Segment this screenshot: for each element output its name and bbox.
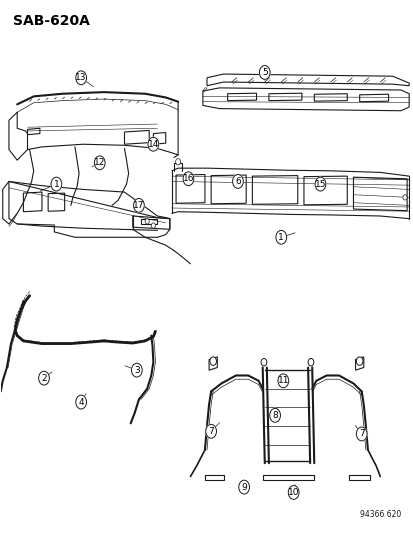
Text: 5: 5: [261, 68, 267, 77]
Circle shape: [402, 195, 406, 200]
Text: 1: 1: [53, 180, 59, 189]
Text: 12: 12: [94, 158, 105, 167]
Text: 7: 7: [358, 430, 364, 439]
Circle shape: [147, 138, 158, 151]
Text: 9: 9: [241, 482, 247, 491]
Text: 7: 7: [208, 427, 214, 436]
Text: 13: 13: [75, 73, 87, 82]
Circle shape: [287, 486, 298, 499]
Circle shape: [261, 359, 266, 366]
Circle shape: [76, 71, 86, 85]
Text: 17: 17: [133, 201, 144, 210]
Circle shape: [51, 177, 62, 191]
Circle shape: [314, 177, 325, 191]
Text: 8: 8: [272, 411, 277, 420]
Circle shape: [232, 174, 243, 188]
Text: 3: 3: [134, 366, 140, 375]
Circle shape: [175, 159, 180, 165]
Circle shape: [94, 156, 105, 169]
Circle shape: [307, 359, 313, 366]
Text: 10: 10: [287, 488, 299, 497]
Text: 14: 14: [147, 140, 159, 149]
Circle shape: [133, 198, 144, 212]
Circle shape: [356, 357, 362, 366]
Circle shape: [76, 395, 86, 409]
Circle shape: [259, 66, 269, 79]
Circle shape: [238, 480, 249, 494]
Text: 4: 4: [78, 398, 84, 407]
Text: 16: 16: [182, 174, 194, 183]
Text: 1: 1: [278, 233, 283, 242]
Circle shape: [205, 424, 216, 438]
Text: 94366 620: 94366 620: [359, 510, 400, 519]
Circle shape: [356, 427, 366, 441]
Circle shape: [38, 371, 49, 385]
Text: 2: 2: [41, 374, 47, 383]
Circle shape: [145, 219, 149, 224]
Circle shape: [131, 364, 142, 377]
Circle shape: [209, 357, 216, 366]
Text: SAB-620A: SAB-620A: [13, 14, 90, 28]
Circle shape: [275, 230, 286, 244]
Text: 15: 15: [314, 180, 325, 189]
Circle shape: [183, 172, 193, 185]
Circle shape: [269, 408, 280, 422]
Circle shape: [151, 223, 155, 228]
Circle shape: [277, 374, 288, 387]
Text: 6: 6: [235, 177, 240, 186]
Text: 11: 11: [277, 376, 288, 385]
